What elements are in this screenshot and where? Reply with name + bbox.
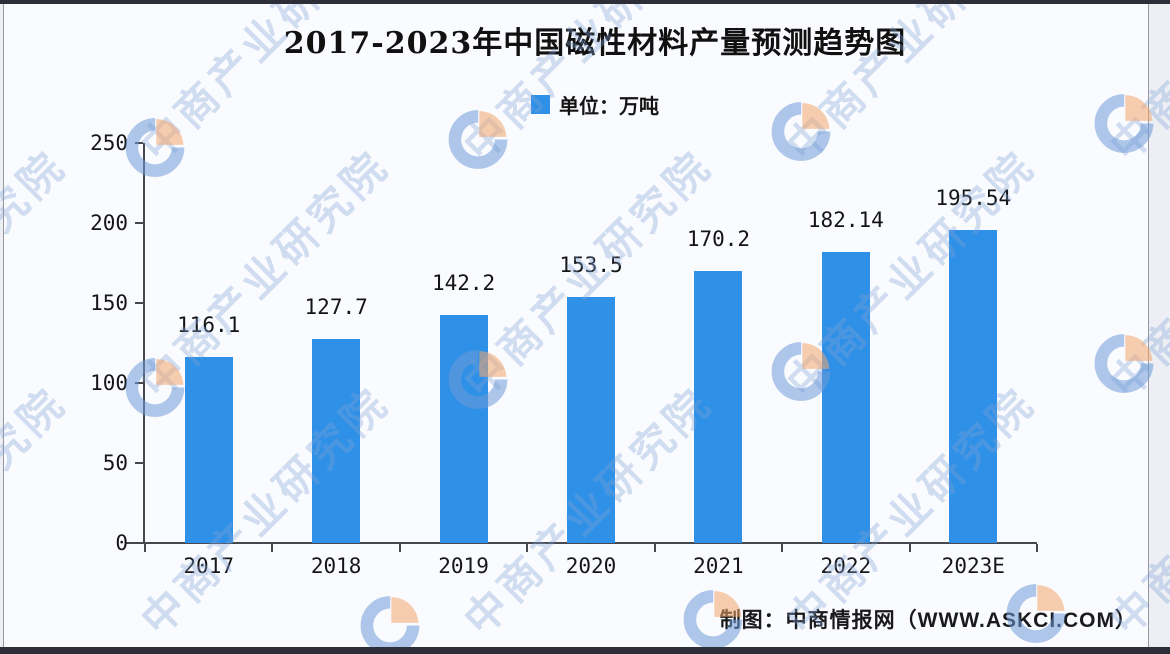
value-label-2022: 182.14 xyxy=(807,207,884,232)
x-tick-label-2023E: 2023E xyxy=(941,554,1005,578)
x-axis-tick-6 xyxy=(908,544,911,552)
y-axis-line xyxy=(143,143,145,543)
bar-2020 xyxy=(567,297,615,543)
bar-2019 xyxy=(439,315,488,543)
y-tick-label-250: 250 xyxy=(90,131,128,155)
bar-2022 xyxy=(821,251,870,543)
value-label-2018: 127.7 xyxy=(304,294,368,319)
value-label-2019: 142.2 xyxy=(431,271,496,296)
y-axis-tick-0 xyxy=(135,542,143,544)
x-axis-line xyxy=(125,542,1037,544)
value-label-2021: 170.2 xyxy=(686,226,751,251)
top-border-strip xyxy=(0,0,1170,4)
x-axis-tick-0 xyxy=(144,544,146,552)
x-axis-tick-4 xyxy=(653,544,656,552)
x-axis-tick-2 xyxy=(398,544,401,552)
x-tick-label-2021: 2021 xyxy=(693,554,744,578)
y-axis-tick-150 xyxy=(135,302,143,304)
y-axis-tick-200 xyxy=(135,222,143,224)
legend-color-swatch xyxy=(531,95,550,114)
y-tick-label-0: 0 xyxy=(115,531,128,555)
y-tick-label-100: 100 xyxy=(90,371,128,395)
legend: 单位：万吨 xyxy=(10,90,1170,119)
y-axis-tick-50 xyxy=(135,462,143,464)
x-tick-label-2018: 2018 xyxy=(310,554,362,578)
x-axis-tick-3 xyxy=(526,544,529,552)
x-tick-label-2022: 2022 xyxy=(820,554,872,578)
legend-label: 单位：万吨 xyxy=(559,96,659,118)
x-axis-tick-7 xyxy=(1036,544,1038,552)
chart-title: 2017-2023年中国磁性材料产量预测趋势图 xyxy=(283,26,907,61)
y-tick-label-200: 200 xyxy=(90,211,128,235)
value-label-2023E: 195.54 xyxy=(935,186,1012,211)
x-axis-tick-1 xyxy=(271,544,274,552)
bar-2018 xyxy=(312,338,361,543)
y-tick-label-50: 50 xyxy=(102,451,128,475)
x-tick-label-2017: 2017 xyxy=(183,554,234,578)
value-label-2020: 153.5 xyxy=(559,253,623,278)
x-tick-label-2019: 2019 xyxy=(438,554,489,578)
value-label-2017: 116.1 xyxy=(177,313,241,338)
y-tick-label-150: 150 xyxy=(90,291,128,315)
bar-2023E xyxy=(949,230,998,543)
y-axis-tick-100 xyxy=(135,382,143,384)
x-axis-tick-5 xyxy=(781,544,784,552)
bar-2017 xyxy=(184,357,233,543)
y-axis-tick-250 xyxy=(135,142,143,144)
bottom-border-strip xyxy=(0,647,1170,654)
x-tick-label-2020: 2020 xyxy=(565,554,617,578)
bar-2021 xyxy=(694,270,743,543)
source-credit: 制图：中商情报网（WWW.ASKCI.COM） xyxy=(719,609,1137,632)
